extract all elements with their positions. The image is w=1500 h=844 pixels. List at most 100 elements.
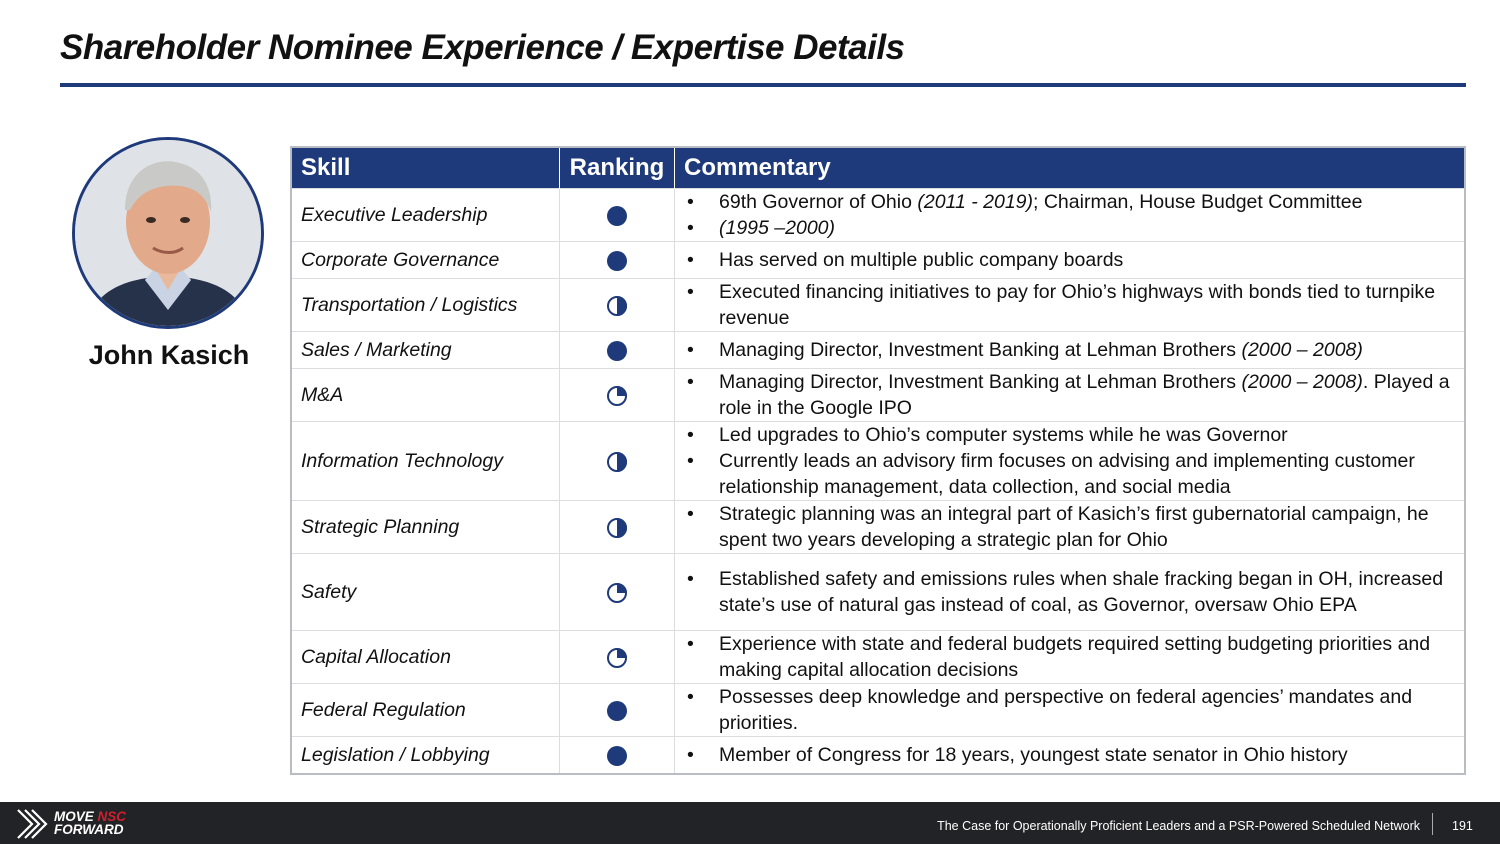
ranking-cell <box>559 736 675 774</box>
bullet-marker: • <box>687 191 694 213</box>
bullet-text-run: Established safety and emissions rules w… <box>719 568 1444 616</box>
harvey-ball-icon <box>607 647 627 668</box>
harvey-ball-icon <box>607 700 627 721</box>
skill-cell: Safety <box>291 553 560 631</box>
table-row: Strategic Planning • Strategic planning wa… <box>291 500 1466 554</box>
table-row: Executive Leadership • 69th Governor of Oh… <box>291 188 1466 242</box>
title-underline <box>60 83 1466 87</box>
table-row: Information Technology • Led upgrades to O… <box>291 421 1466 501</box>
bullet-text-run: Experience with state and federal budget… <box>719 633 1431 681</box>
skill-cell: Transportation / Logistics <box>291 278 560 332</box>
bullet-marker: • <box>687 568 694 590</box>
skill-cell: Sales / Marketing <box>291 331 560 369</box>
bullet-text: Managing Director, Investment Banking at… <box>719 369 1456 421</box>
bullet-text: Possesses deep knowledge and perspective… <box>719 684 1456 736</box>
commentary-bullet: • Member of Congress for 18 years, younge… <box>685 742 1456 768</box>
commentary-bullet: • Possesses deep knowledge and perspectiv… <box>685 684 1456 736</box>
commentary-bullet: • Executed financing initiatives to pay f… <box>685 279 1456 331</box>
commentary-bullet: • Established safety and emissions rules … <box>685 566 1456 618</box>
skill-cell: M&A <box>291 368 560 422</box>
harvey-ball-icon <box>607 385 627 406</box>
bullet-text-run: . Played a role in the Google IPO <box>719 371 1450 419</box>
skill-cell: Corporate Governance <box>291 241 560 279</box>
bullet-text: (1995 –2000) <box>719 215 1456 241</box>
footer-bar: MOVE NSC FORWARD The Case for Operationa… <box>0 802 1500 844</box>
harvey-ball-icon <box>607 340 627 361</box>
bullet-text-run: (2000 – 2008) <box>1241 371 1363 393</box>
commentary-bullet: • Managing Director, Investment Banking a… <box>685 369 1456 421</box>
page-number: 191 <box>1452 819 1473 833</box>
ranking-cell <box>559 188 675 242</box>
bullet-text: 69th Governor of Ohio (2011 - 2019); Cha… <box>719 189 1456 215</box>
bullet-text: Strategic planning was an integral part … <box>719 501 1456 553</box>
bullet-text: Established safety and emissions rules w… <box>719 566 1456 618</box>
commentary-cell: • Possesses deep knowledge and perspectiv… <box>674 683 1466 737</box>
logo-wordmark: MOVE NSC FORWARD <box>54 809 127 837</box>
bullet-text: Experience with state and federal budget… <box>719 631 1456 683</box>
bullet-text: Has served on multiple public company bo… <box>719 247 1456 273</box>
table-row: Sales / Marketing • Managing Director, Inv… <box>291 331 1466 369</box>
nominee-photo <box>72 137 264 329</box>
bullet-text-run: Strategic planning was an integral part … <box>719 503 1429 551</box>
skill-cell: Capital Allocation <box>291 630 560 684</box>
bullet-text-run: Led upgrades to Ohio’s computer systems … <box>719 424 1288 446</box>
bullet-marker: • <box>687 743 694 766</box>
bullet-text-run: Has served on multiple public company bo… <box>719 249 1124 271</box>
bullet-marker: • <box>687 633 694 655</box>
bullet-marker: • <box>687 424 694 446</box>
commentary-cell: • Member of Congress for 18 years, younge… <box>674 736 1466 774</box>
bullet-text-run: ; Chairman, House Budget Committee <box>1033 191 1363 213</box>
ranking-cell <box>559 331 675 369</box>
table-row: Capital Allocation • Experience with state… <box>291 630 1466 684</box>
skill-cell: Information Technology <box>291 421 560 501</box>
table-row: Legislation / Lobbying • Member of Congres… <box>291 736 1466 774</box>
footer-caption: The Case for Operationally Proficient Le… <box>937 819 1420 833</box>
ranking-cell <box>559 368 675 422</box>
bullet-text-run: Currently leads an advisory firm focuses… <box>719 450 1415 498</box>
ranking-cell <box>559 500 675 554</box>
skill-cell: Strategic Planning <box>291 500 560 554</box>
table-row: Corporate Governance • Has served on multi… <box>291 241 1466 279</box>
harvey-ball-icon <box>607 205 627 226</box>
commentary-cell: • 69th Governor of Ohio (2011 - 2019); Ch… <box>674 188 1466 242</box>
bullet-marker: • <box>687 249 694 271</box>
commentary-cell: • Executed financing initiatives to pay f… <box>674 278 1466 332</box>
commentary-bullet: • Led upgrades to Ohio’s computer systems… <box>685 422 1456 448</box>
harvey-ball-icon <box>607 745 627 766</box>
commentary-cell: • Experience with state and federal budge… <box>674 630 1466 684</box>
commentary-bullet: • 69th Governor of Ohio (2011 - 2019); Ch… <box>685 189 1456 215</box>
bullet-marker: • <box>687 450 694 472</box>
skill-cell: Executive Leadership <box>291 188 560 242</box>
harvey-ball-icon <box>607 517 627 538</box>
skills-table: Skill Ranking Commentary Executive Leade… <box>290 146 1466 775</box>
ranking-column-header: Ranking <box>559 147 675 189</box>
bullet-text-run: Managing Director, Investment Banking at… <box>719 371 1242 393</box>
bullet-marker: • <box>687 281 694 303</box>
bullet-text-run: 69th Governor of Ohio <box>719 191 918 213</box>
ranking-cell <box>559 553 675 631</box>
commentary-cell: • Established safety and emissions rules … <box>674 553 1466 631</box>
commentary-column-header: Commentary <box>674 147 1466 189</box>
commentary-cell: • Strategic planning was an integral part… <box>674 500 1466 554</box>
skill-column-header: Skill <box>291 147 560 189</box>
bullet-text-run: Executed financing initiatives to pay fo… <box>719 281 1436 329</box>
bullet-text-run: (2000 – 2008) <box>1241 339 1363 361</box>
harvey-ball-icon <box>607 295 627 316</box>
bullet-marker: • <box>687 686 694 708</box>
bullet-marker: • <box>687 503 694 525</box>
bullet-text: Currently leads an advisory firm focuses… <box>719 448 1456 500</box>
ranking-cell <box>559 241 675 279</box>
bullet-text: Member of Congress for 18 years, younges… <box>719 742 1456 768</box>
table-row: Federal Regulation • Possesses deep knowle… <box>291 683 1466 737</box>
commentary-bullet: • Currently leads an advisory firm focuse… <box>685 448 1456 500</box>
bullet-text-run: (1995 –2000) <box>719 217 836 239</box>
nominee-name: John Kasich <box>88 340 250 370</box>
commentary-bullet: • Experience with state and federal budge… <box>685 631 1456 683</box>
commentary-bullet: • Has served on multiple public company b… <box>685 247 1456 273</box>
commentary-bullet: • Managing Director, Investment Banking a… <box>685 337 1456 363</box>
commentary-cell: • Led upgrades to Ohio’s computer systems… <box>674 421 1466 501</box>
harvey-ball-icon <box>607 250 627 271</box>
bullet-text-run: Member of Congress for 18 years, younges… <box>719 743 1348 766</box>
table-header-row: Skill Ranking Commentary <box>291 147 1466 189</box>
bullet-text-run: Managing Director, Investment Banking at… <box>719 339 1242 361</box>
